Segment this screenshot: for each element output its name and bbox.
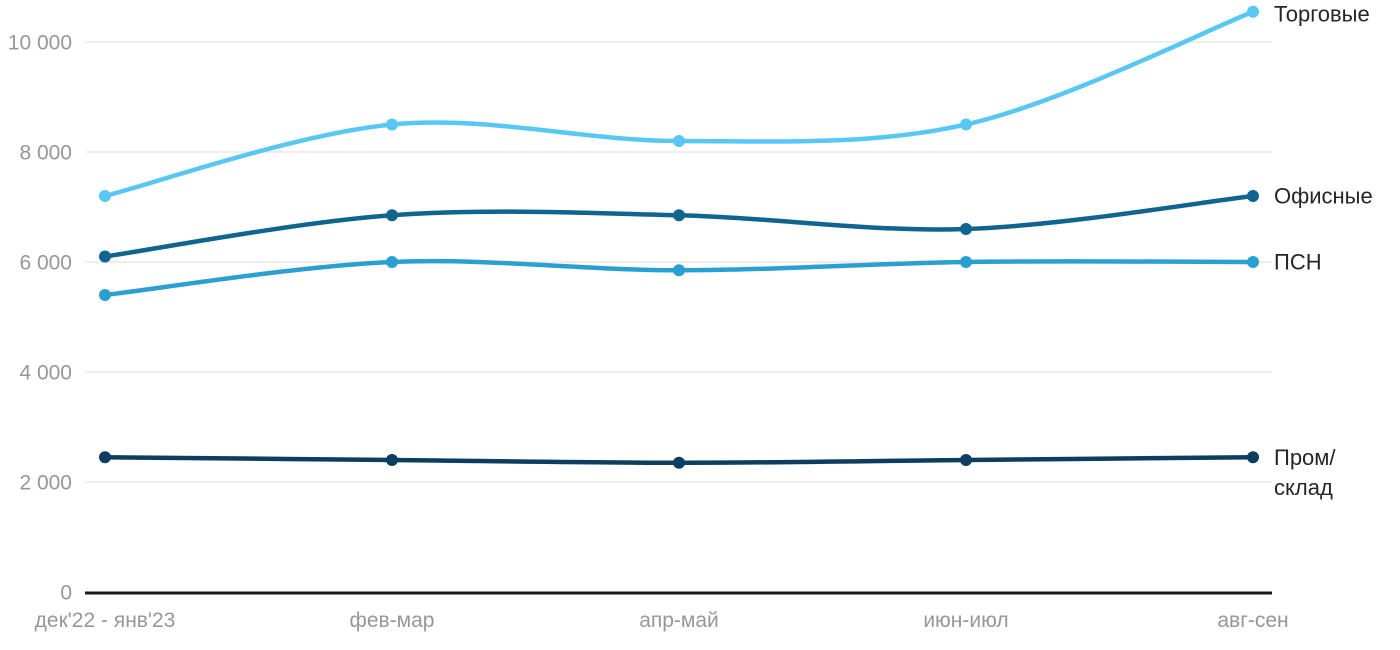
legend-label-line: Пром/ (1274, 445, 1336, 470)
data-point-psn-3[interactable] (960, 256, 972, 268)
series-industrial: Пром/склад (99, 445, 1336, 500)
legend-label-line: Офисные (1274, 184, 1373, 209)
data-point-industrial-0[interactable] (99, 451, 111, 464)
data-point-retail-0[interactable] (99, 190, 111, 202)
x-tick-label-0: дек'22 - янв'23 (35, 609, 176, 632)
series-retail: Торговые (99, 2, 1370, 202)
legend-label-retail: Торговые (1274, 2, 1370, 27)
series-line-office (102, 193, 1256, 259)
y-tick-label-8000: 8 000 (19, 142, 72, 165)
x-tick-label-4: авг-сен (1217, 609, 1288, 632)
x-tick-label-2: апр-май (639, 609, 719, 632)
series-line-retail (102, 9, 1256, 199)
data-point-retail-4[interactable] (1247, 5, 1259, 18)
data-point-psn-2[interactable] (673, 264, 685, 277)
x-axis-tick-labels: дек'22 - янв'23 фев-мар апр-май июн-июл авг-… (35, 609, 1289, 632)
data-point-office-0[interactable] (99, 250, 111, 263)
data-point-office-4[interactable] (1247, 190, 1259, 202)
x-tick-label-1: фев-мар (350, 609, 435, 632)
data-point-psn-0[interactable] (99, 289, 111, 301)
y-tick-label-10000: 10 000 (8, 32, 72, 55)
data-point-industrial-2[interactable] (673, 456, 685, 469)
y-tick-label-0: 0 (60, 582, 72, 605)
legend-label-psn: ПСН (1274, 250, 1322, 275)
y-axis-tick-labels: 0 2 000 4 000 6 000 8 000 10 000 (8, 32, 72, 605)
data-point-industrial-3[interactable] (960, 454, 972, 466)
series-psn: ПСН (99, 250, 1322, 301)
legend-label-line: склад (1274, 475, 1333, 500)
legend-label-line: ПСН (1274, 250, 1322, 275)
data-point-industrial-4[interactable] (1247, 451, 1259, 464)
data-point-retail-1[interactable] (386, 118, 398, 131)
data-point-retail-2[interactable] (673, 135, 685, 147)
data-point-office-3[interactable] (960, 223, 972, 235)
data-point-retail-3[interactable] (960, 118, 972, 131)
data-point-office-2[interactable] (673, 209, 685, 222)
y-tick-label-4000: 4 000 (19, 362, 72, 385)
y-tick-label-6000: 6 000 (19, 252, 72, 275)
legend-label-line: Торговые (1274, 2, 1370, 27)
legend-label-industrial: Пром/склад (1274, 445, 1336, 500)
data-point-industrial-1[interactable] (386, 454, 398, 466)
data-point-psn-4[interactable] (1247, 256, 1259, 268)
data-point-psn-1[interactable] (386, 256, 398, 268)
series-office: Офисные (99, 184, 1373, 263)
legend-label-office: Офисные (1274, 184, 1373, 209)
gridlines (85, 41, 1272, 483)
x-tick-label-3: июн-июл (923, 609, 1008, 632)
y-tick-label-2000: 2 000 (19, 472, 72, 495)
data-point-office-1[interactable] (386, 209, 398, 222)
